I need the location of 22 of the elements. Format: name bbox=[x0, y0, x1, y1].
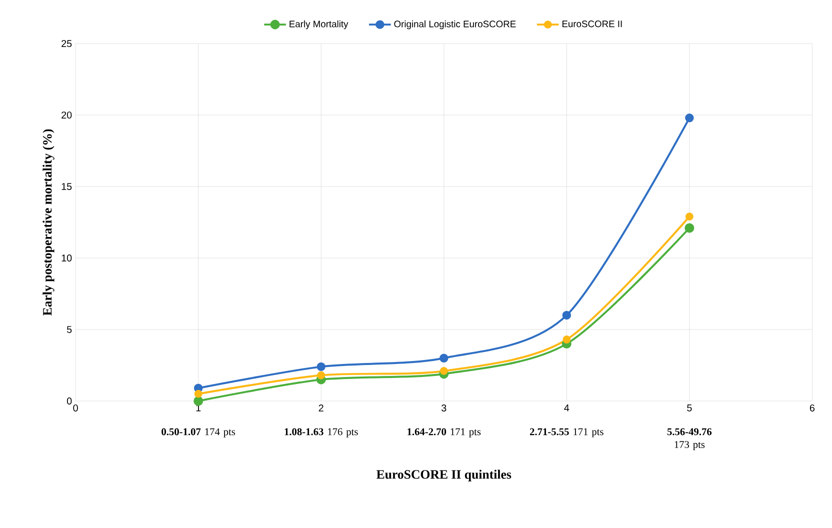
text: 5.56-49.76 173 pts bbox=[667, 428, 712, 450]
x-tick-label: 2 bbox=[318, 404, 324, 412]
legend-label: Original Logistic EuroSCORE bbox=[394, 20, 516, 30]
y-tick-label: 20 bbox=[62, 112, 72, 119]
text: 2.71-5.55 171 pts bbox=[530, 428, 604, 438]
y-tick-label: 0 bbox=[66, 398, 72, 405]
x-tick-label: 5 bbox=[687, 404, 692, 412]
x-tick-label: 0 bbox=[73, 404, 78, 412]
x-tick-label: 6 bbox=[810, 404, 815, 412]
y-tick-label: 10 bbox=[62, 254, 72, 262]
text: 1.08-1.63 176 pts bbox=[284, 428, 358, 438]
legend-label: Early Mortality bbox=[290, 20, 348, 30]
legend-label: EuroSCORE II bbox=[562, 20, 622, 28]
text: 0.50-1.07 174 pts bbox=[162, 428, 236, 438]
y-tick-label: 5 bbox=[66, 326, 72, 334]
x-tick-label: 4 bbox=[564, 404, 570, 412]
y-tick-label: 15 bbox=[62, 183, 72, 190]
y-axis-title: Early postoperative mortality (%) bbox=[42, 129, 54, 316]
text: 1.64-2.70 171 pts bbox=[408, 428, 481, 438]
x-axis-title: EuroSCORE II quintiles bbox=[376, 470, 512, 482]
x-tick-label: 3 bbox=[442, 404, 446, 412]
y-tick-label: 25 bbox=[62, 40, 72, 48]
